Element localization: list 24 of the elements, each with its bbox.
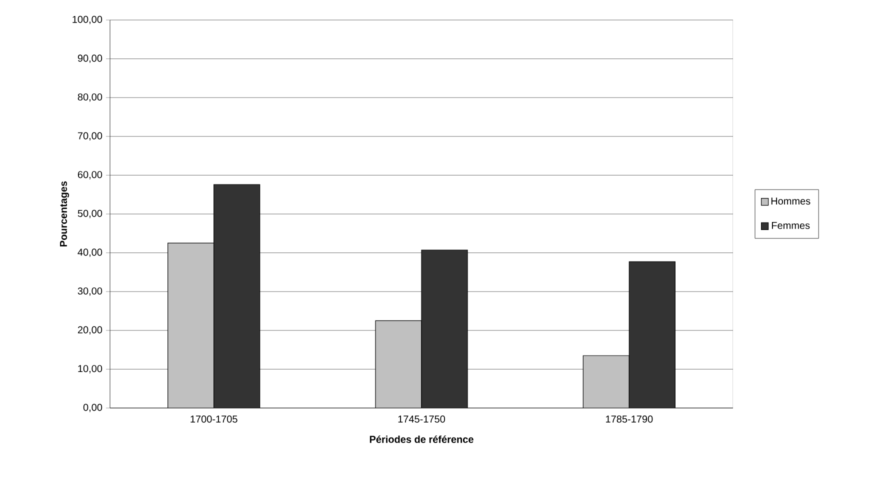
y-tick-label: 70,00 xyxy=(78,132,102,141)
y-tick-label: 80,00 xyxy=(78,93,102,102)
y-tick-label: 20,00 xyxy=(78,326,102,335)
y-tick-label: 60,00 xyxy=(78,171,102,180)
x-tick-label: 1785-1790 xyxy=(606,416,653,423)
y-tick-label: 100,00 xyxy=(72,16,102,24)
x-tick-label: 1700-1705 xyxy=(190,416,238,423)
y-tick-label: 40,00 xyxy=(78,248,102,257)
y-tick-label: 90,00 xyxy=(78,54,102,63)
y-tick-label: 0,00 xyxy=(83,404,102,412)
y-tick-label: 10,00 xyxy=(78,365,102,374)
bar xyxy=(582,355,630,408)
legend-label: Hommes xyxy=(771,198,810,205)
legend-label: Femmes xyxy=(772,222,810,229)
x-tick-label: 1745-1750 xyxy=(398,416,446,423)
bar xyxy=(376,320,422,408)
bar xyxy=(168,243,214,408)
x-axis-title: Périodes de référence xyxy=(370,435,474,443)
bar xyxy=(214,184,260,408)
y-tick-label: 30,00 xyxy=(78,287,102,296)
bar xyxy=(422,250,468,408)
y-axis-title: Pourcentages xyxy=(60,181,70,246)
bar xyxy=(628,261,676,408)
y-tick-label: 50,00 xyxy=(78,210,102,218)
